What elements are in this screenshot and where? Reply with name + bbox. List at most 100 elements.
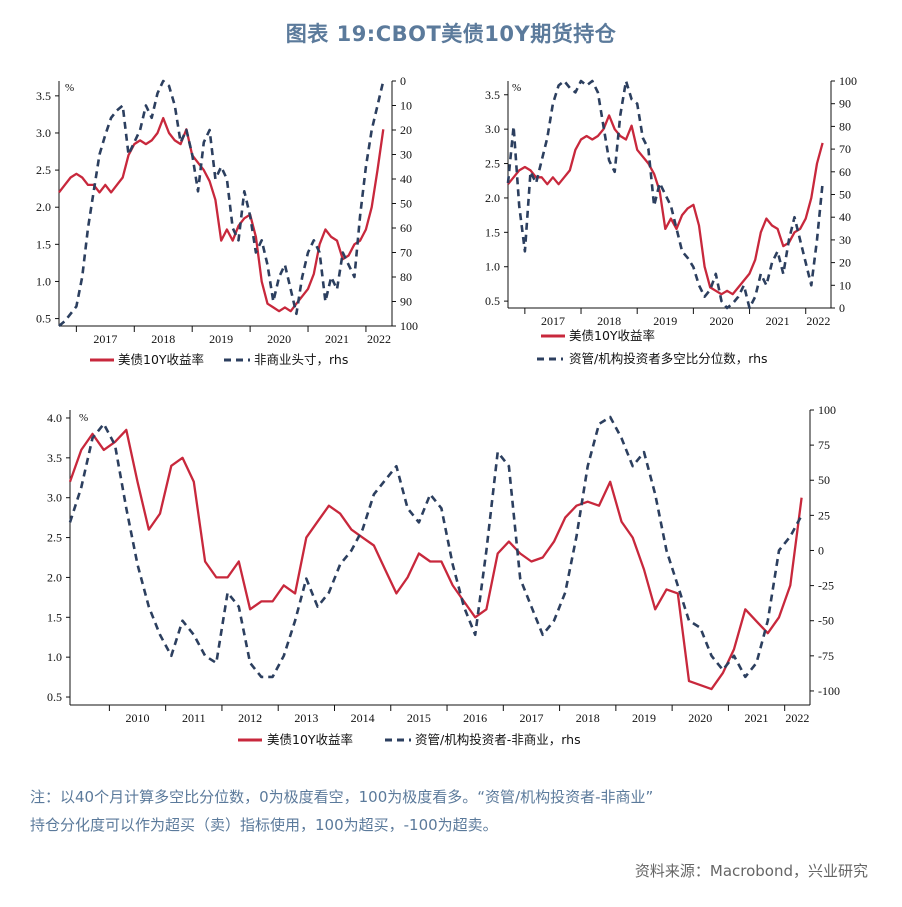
left-tick-label: 1.5 [47,610,62,624]
right-tick-label: 20 [400,123,412,137]
right-tick-label: 60 [400,221,412,235]
right-tick-label: 0 [839,301,845,315]
footnote-line-1: 注：以40个月计算多空比分位数，0为极度看空，100为极度看多。“资管/机构投资… [30,788,654,806]
right-tick-label: 50 [839,188,851,202]
x-tick-label: 2021 [745,711,769,725]
legend-label-yield: 美债10Y收益率 [569,328,655,343]
x-tick-label: 2018 [597,314,621,328]
left-tick-label: 1.0 [36,274,51,288]
left-tick-label: 3.5 [36,89,51,103]
right-tick-label: -50 [818,614,834,628]
right-ticks: -100 -75 -50 -25 0 25 50 75 100 [810,403,840,698]
x-tick-label: 2017 [93,332,117,346]
left-tick-label: 0.5 [485,294,500,308]
unit-label: % [65,82,74,94]
left-tick-label: 4.0 [47,411,62,425]
chart-noncommercial: % 0.5 1.0 1.5 2.0 2.5 3.0 3.5 0 10 20 30 40 50 60 70 8… [36,74,418,367]
x-tick-label: 2010 [126,711,150,725]
x-tick-label: 2012 [238,711,262,725]
legend-label-positioning: 非商业头寸，rhs [254,352,348,367]
right-tick-label: 80 [400,270,412,284]
series-line-yield [507,114,824,296]
series-line-yield [68,428,803,691]
left-tick-label: 2.0 [47,570,62,584]
legend-label-positioning: 资管/机构投资者-非商业，rhs [415,732,581,747]
x-tick-label: 2021 [325,332,349,346]
left-tick-label: 2.5 [36,163,51,177]
x-tick-label: 2022 [785,711,809,725]
right-tick-label: 30 [400,148,412,162]
x-tick-label: 2022 [367,332,391,346]
x-tick-label: 2020 [709,314,733,328]
x-tick-label: 2018 [151,332,175,346]
series-line-positioning [506,79,824,310]
x-tick-label: 2013 [294,711,318,725]
left-tick-label: 2.0 [485,191,500,205]
x-tick-label: 2021 [766,314,790,328]
left-tick-label: 1.0 [47,650,62,664]
right-tick-label: 90 [400,295,412,309]
left-tick-label: 0.5 [36,312,51,326]
right-tick-label: 10 [839,278,851,292]
left-ticks: 0.5 1.0 1.5 2.0 2.5 3.0 3.5 [485,88,508,308]
x-ticks: 2017 2018 2019 2020 2021 2022 [524,308,830,328]
right-tick-label: 0 [400,74,406,88]
legend: 美债10Y收益率 资管/机构投资者多空比分位数，rhs [537,328,768,366]
right-tick-label: 100 [839,74,857,88]
right-tick-label: 70 [839,142,851,156]
left-tick-label: 1.5 [485,225,500,239]
right-tick-label: 50 [818,473,830,487]
x-tick-label: 2017 [519,711,543,725]
unit-label: % [79,412,88,424]
left-ticks: 0.5 1.0 1.5 2.0 2.5 3.0 3.5 4.0 [47,411,70,704]
right-tick-label: -100 [818,684,840,698]
left-tick-label: 3.5 [485,88,500,102]
left-tick-label: 1.0 [485,260,500,274]
x-tick-label: 2018 [576,711,600,725]
right-tick-label: -75 [818,649,834,663]
right-ticks: 0 10 20 30 40 50 60 70 80 90 100 [392,74,418,333]
right-tick-label: 40 [839,210,851,224]
right-tick-label: 100 [400,319,418,333]
x-tick-label: 2014 [351,711,375,725]
footnote-line-2: 持仓分化度可以作为超买（卖）指标使用，100为超买，-100为超卖。 [30,816,498,834]
x-tick-label: 2019 [632,711,656,725]
source-credit: 资料来源：Macrobond，兴业研究 [634,862,868,880]
left-tick-label: 3.0 [36,126,51,140]
series-line-yield [58,116,385,313]
legend: 美债10Y收益率 资管/机构投资者-非商业，rhs [238,732,581,747]
x-tick-label: 2022 [806,314,830,328]
legend-label-positioning: 资管/机构投资者多空比分位数，rhs [569,351,768,366]
right-tick-label: 0 [818,543,824,557]
right-tick-label: 100 [818,403,836,417]
series-line-positioning [68,415,803,679]
right-tick-label: 20 [839,256,851,270]
left-tick-label: 0.5 [47,690,62,704]
left-tick-label: 2.0 [36,200,51,214]
right-tick-label: 40 [400,172,412,186]
right-tick-label: 90 [839,97,851,111]
right-tick-label: 30 [839,233,851,247]
unit-label: % [512,82,521,94]
left-tick-label: 1.5 [36,237,51,251]
x-tick-label: 2019 [653,314,677,328]
series-line-positioning [58,79,385,327]
x-tick-label: 2019 [209,332,233,346]
right-tick-label: 25 [818,508,830,522]
right-tick-label: 75 [818,438,830,452]
right-tick-label: 80 [839,119,851,133]
series-group [506,79,824,310]
page-title: 图表 19:CBOT美债10Y期货持仓 [285,22,617,46]
left-tick-label: 3.0 [47,491,62,505]
series-group [68,415,803,691]
series-group [58,79,385,327]
x-tick-label: 2017 [541,314,565,328]
left-tick-label: 2.5 [485,157,500,171]
left-tick-label: 3.5 [47,451,62,465]
legend-label-yield: 美债10Y收益率 [118,352,204,367]
right-tick-label: 50 [400,197,412,211]
left-ticks: 0.5 1.0 1.5 2.0 2.5 3.0 3.5 [36,89,59,326]
x-tick-label: 2015 [407,711,431,725]
x-tick-label: 2016 [463,711,487,725]
right-tick-label: 60 [839,165,851,179]
